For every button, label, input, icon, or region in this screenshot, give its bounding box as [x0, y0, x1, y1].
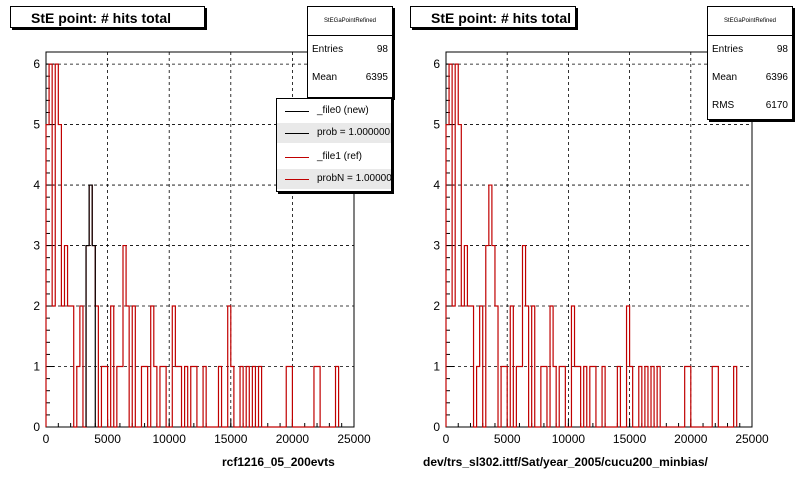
legend-label-ref: _file1 (ref): [317, 151, 363, 162]
legend-swatch-probn: [285, 179, 309, 180]
right-stats-box: StEGaPointRefined Entries 98 Mean 6396 RMS…: [707, 6, 793, 120]
legend-entry-ref: _file1 (ref): [277, 147, 391, 167]
left-xtick-label-4: 20000: [276, 432, 310, 446]
legend-entry-probn: probN = 1.000000: [277, 169, 392, 189]
left-footer-label: rcf1216_05_200evts: [222, 455, 335, 469]
right-plot-title: StE point: # hits total: [410, 6, 576, 28]
right-ytick-label-0: 0: [433, 420, 440, 434]
legend-entry-new: _file0 (new): [277, 101, 391, 121]
left-series-new: [85, 184, 96, 427]
left-xtick-label-1: 5000: [94, 432, 121, 446]
right-xtick-label-3: 15000: [613, 432, 647, 446]
right-xtick-label-4: 20000: [674, 432, 708, 446]
legend-swatch-prob: [285, 133, 309, 134]
left-ytick-label-4: 4: [33, 178, 40, 192]
left-mean-label: Mean: [312, 72, 338, 83]
right-stats-header: StEGaPointRefined: [708, 7, 792, 36]
right-entries-value: 98: [776, 44, 788, 55]
left-ytick-label-5: 5: [33, 118, 40, 132]
left-mean-value: 6395: [365, 72, 388, 83]
right-rms-label: RMS: [712, 100, 735, 111]
right-footer-label: dev/trs_sl302.ittf/Sat/year_2005/cucu200…: [423, 455, 708, 469]
left-ytick-label-0: 0: [33, 420, 40, 434]
right-ytick-label-2: 2: [433, 299, 440, 313]
left-xtick-label-2: 10000: [153, 432, 187, 446]
right-ytick-label-3: 3: [433, 239, 440, 253]
right-ytick-label-5: 5: [433, 118, 440, 132]
right-rms-value: 6170: [765, 100, 788, 111]
right-ytick-label-6: 6: [433, 57, 440, 71]
left-ytick-label-6: 6: [33, 57, 40, 71]
legend-entry-prob: prob = 1.000000: [277, 123, 391, 143]
left-ytick-label-1: 1: [33, 360, 40, 374]
right-xtick-label-0: 0: [443, 432, 450, 446]
right-entries-label: Entries: [712, 44, 744, 55]
left-entries-value: 98: [376, 44, 388, 55]
legend-label-prob: prob = 1.000000: [317, 127, 391, 138]
legend-swatch-new: [285, 111, 309, 112]
right-ytick-label-1: 1: [433, 360, 440, 374]
left-xtick-label-0: 0: [43, 432, 50, 446]
right-ytick-label-4: 4: [433, 178, 440, 192]
left-ytick-label-3: 3: [33, 239, 40, 253]
left-stats-header: StEGaPointRefined: [308, 7, 392, 36]
right-xtick-label-5: 25000: [735, 432, 769, 446]
right-mean-value: 6396: [765, 72, 788, 83]
left-legend: _file0 (new) prob = 1.000000 _file1 (ref…: [276, 98, 392, 192]
left-entries-label: Entries: [312, 44, 344, 55]
left-xtick-label-3: 15000: [214, 432, 248, 446]
left-plot-title: StE point: # hits total: [10, 6, 205, 28]
right-series-ref: [445, 63, 738, 428]
left-ytick-label-2: 2: [33, 299, 40, 313]
legend-swatch-ref: [285, 157, 309, 158]
right-xtick-label-2: 10000: [552, 432, 586, 446]
legend-label-new: _file0 (new): [317, 105, 369, 116]
left-stats-box: StEGaPointRefined Entries 98 Mean 6395: [307, 6, 393, 98]
left-xtick-label-5: 25000: [337, 432, 371, 446]
right-mean-label: Mean: [712, 72, 738, 83]
legend-label-probn: probN = 1.000000: [317, 173, 392, 184]
right-xtick-label-1: 5000: [494, 432, 521, 446]
